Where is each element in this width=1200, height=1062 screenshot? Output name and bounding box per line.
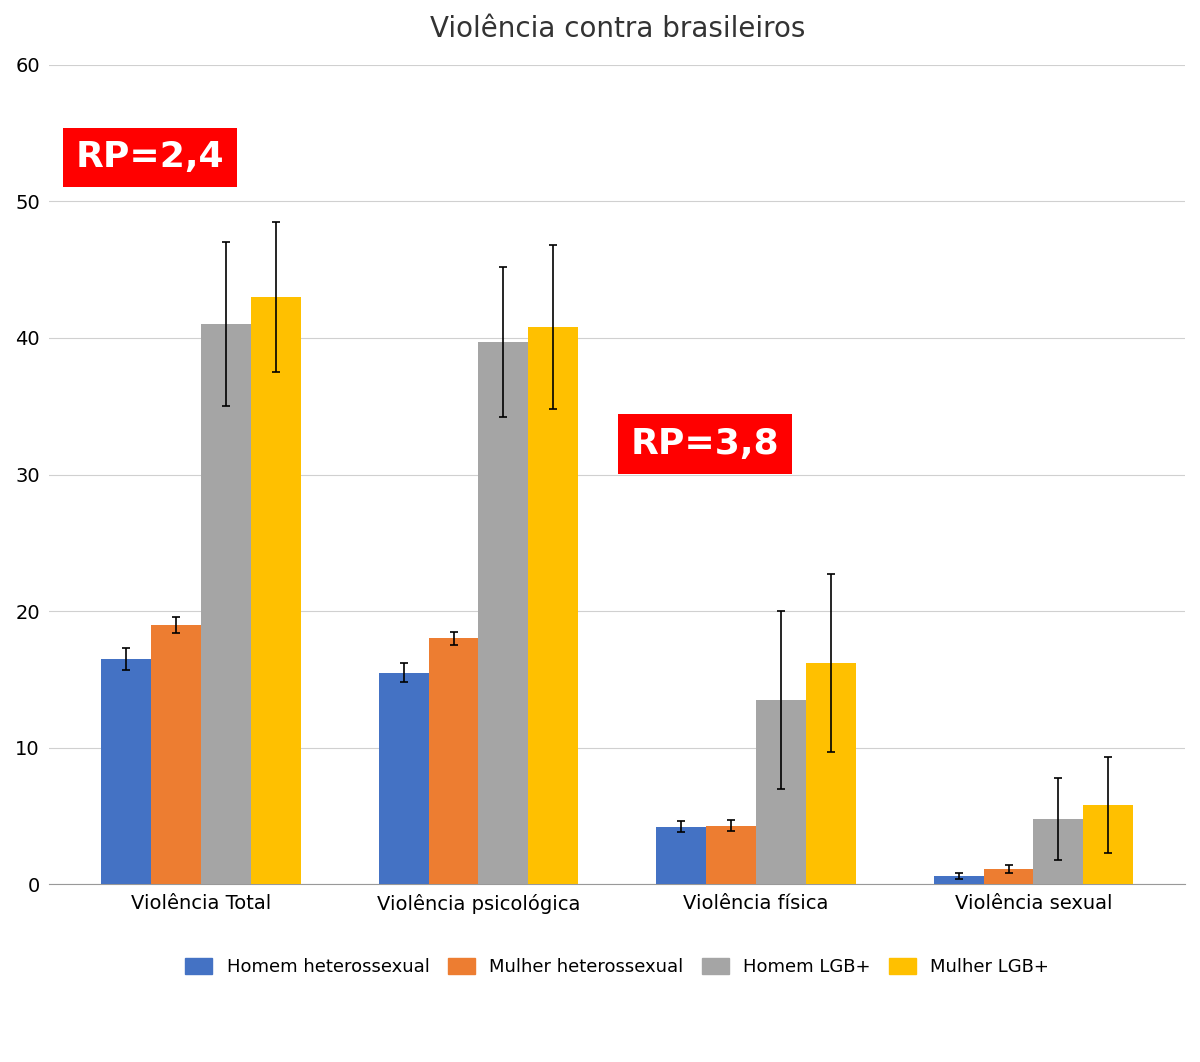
- Bar: [101, 658, 151, 885]
- Text: RP=3,8: RP=3,8: [631, 427, 780, 461]
- Bar: [656, 827, 706, 885]
- Bar: [251, 297, 301, 885]
- Bar: [479, 342, 528, 885]
- Bar: [934, 876, 984, 885]
- Legend: Homem heterossexual, Mulher heterossexual, Homem LGB+, Mulher LGB+: Homem heterossexual, Mulher heterossexua…: [178, 950, 1056, 983]
- Bar: [428, 638, 479, 885]
- Bar: [151, 624, 200, 885]
- Bar: [528, 327, 578, 885]
- Bar: [1033, 819, 1084, 885]
- Bar: [806, 663, 856, 885]
- Bar: [200, 324, 251, 885]
- Bar: [706, 825, 756, 885]
- Text: RP=2,4: RP=2,4: [76, 140, 224, 174]
- Bar: [1084, 805, 1133, 885]
- Bar: [378, 672, 428, 885]
- Bar: [984, 870, 1033, 885]
- Title: Violência contra brasileiros: Violência contra brasileiros: [430, 15, 805, 42]
- Bar: [756, 700, 806, 885]
